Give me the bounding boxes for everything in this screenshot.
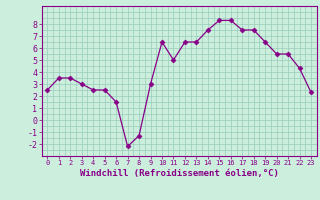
X-axis label: Windchill (Refroidissement éolien,°C): Windchill (Refroidissement éolien,°C): [80, 169, 279, 178]
